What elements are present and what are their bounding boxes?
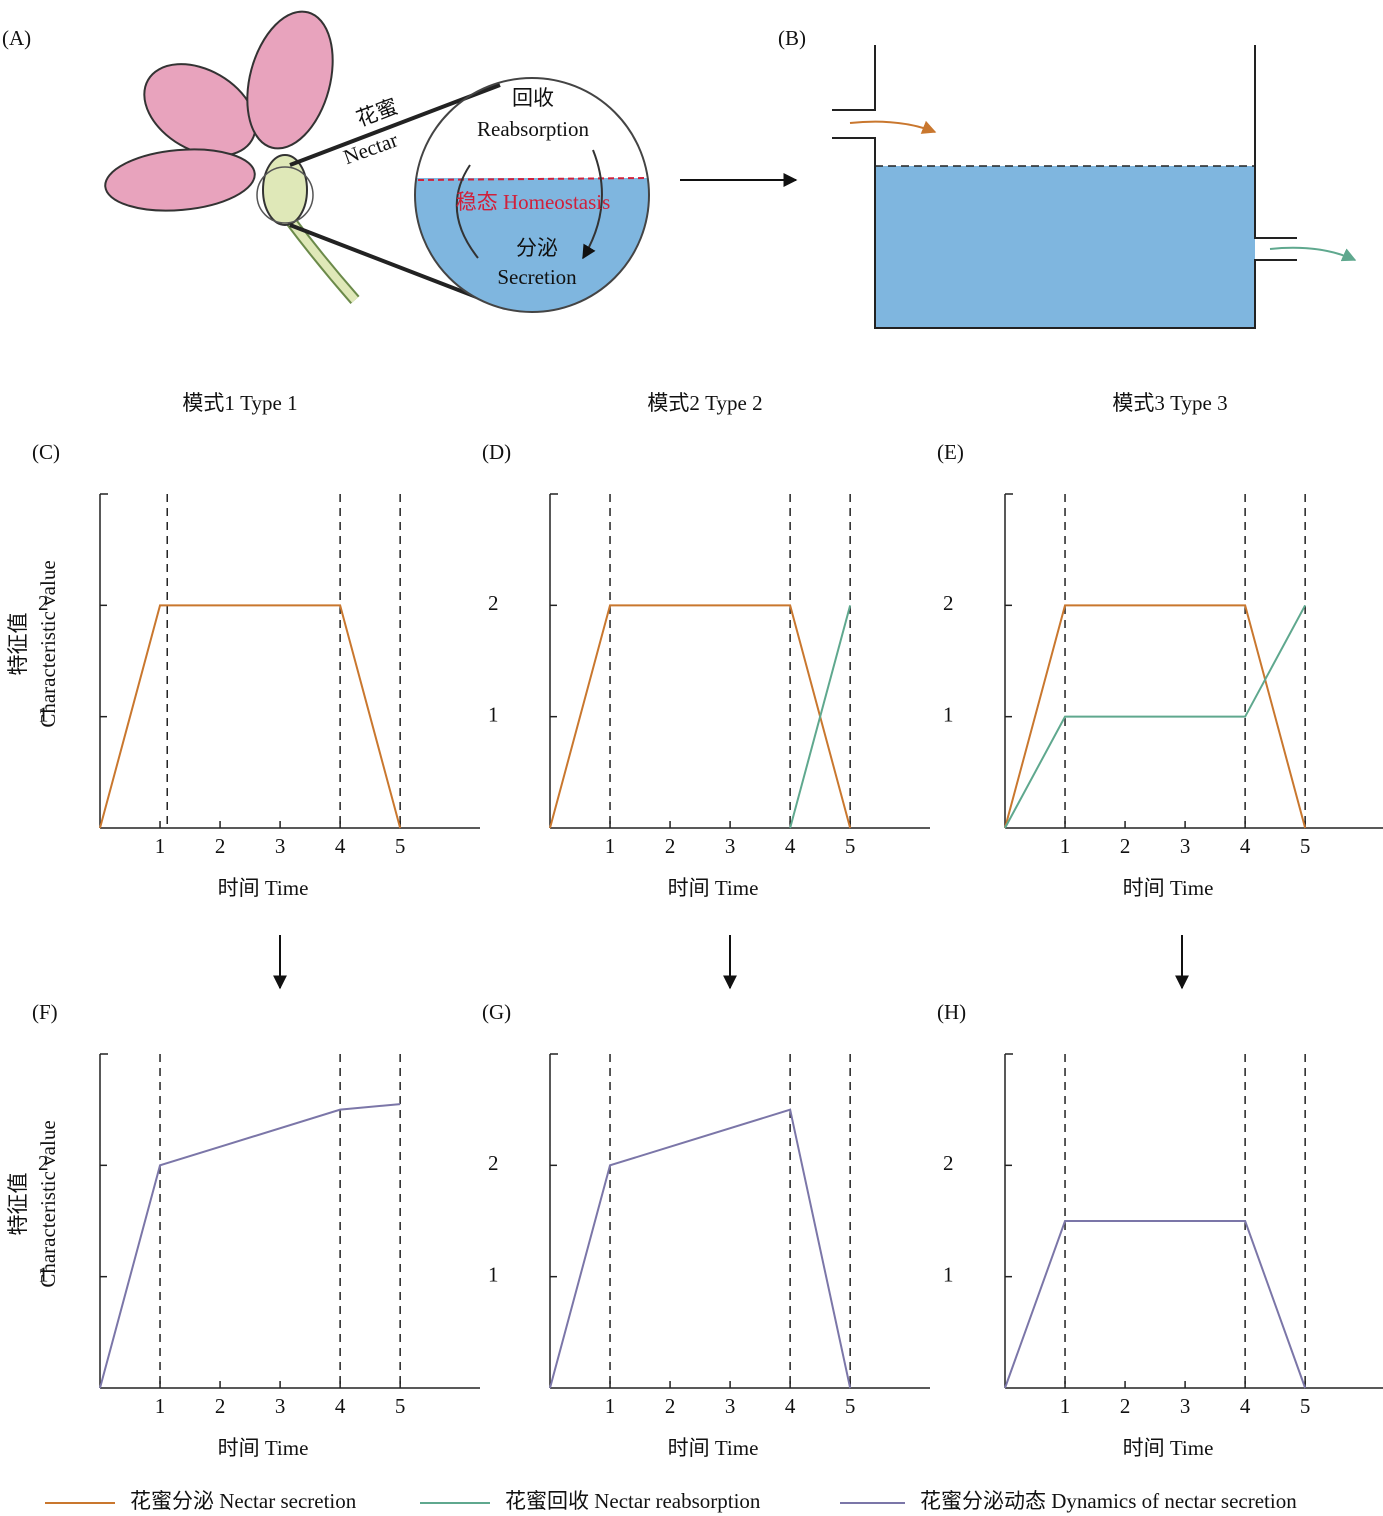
x-tick-label: 4 <box>785 1394 796 1418</box>
x-tick-label: 1 <box>605 1394 616 1418</box>
y-tick-label: 2 <box>38 1151 49 1175</box>
x-tick-label: 4 <box>1240 834 1251 858</box>
x-tick-label: 5 <box>395 834 406 858</box>
x-axis-label: 时间 Time <box>1123 1436 1214 1460</box>
type-label: 模式3 Type 3 <box>1112 391 1227 415</box>
series-line <box>1004 604 1307 829</box>
legend-label: 花蜜分泌动态 Dynamics of nectar secretion <box>920 1489 1297 1513</box>
inflow <box>849 120 937 134</box>
y-tick-label: 2 <box>943 1151 954 1175</box>
x-tick-label: 3 <box>1180 834 1191 858</box>
series-line <box>1004 1220 1307 1389</box>
x-tick-label: 5 <box>395 1394 406 1418</box>
y-axis-label: Characteristic value <box>36 1120 60 1287</box>
x-tick-label: 2 <box>1120 1394 1131 1418</box>
x-tick-label: 3 <box>275 1394 286 1418</box>
diagram-a: (A) 花蜜 Nectar 回收 Reabsorption 稳态 Homeost… <box>2 10 798 313</box>
y-tick-label: 2 <box>943 591 954 615</box>
cycle-arrow <box>582 149 603 260</box>
x-tick-label: 1 <box>155 1394 166 1418</box>
x-tick-label: 1 <box>605 834 616 858</box>
y-axis-label: 特征值 <box>6 613 30 676</box>
legend-label: 花蜜回收 Nectar reabsorption <box>505 1489 761 1513</box>
diagram-b: (B) <box>778 26 1357 329</box>
homeostasis-line <box>417 177 647 181</box>
petal <box>104 148 256 212</box>
x-tick-label: 3 <box>725 1394 736 1418</box>
x-tick-label: 2 <box>1120 834 1131 858</box>
series-line <box>549 604 852 829</box>
x-tick-label: 2 <box>665 834 676 858</box>
x-tick-label: 5 <box>845 834 856 858</box>
y-axis-label: Characteristic value <box>36 560 60 727</box>
x-axis-label: 时间 Time <box>668 876 759 900</box>
homeostasis: 稳态 Homeostasis <box>456 190 611 214</box>
x-tick-label: 3 <box>275 834 286 858</box>
outflow <box>1269 246 1357 262</box>
y-tick-label: 2 <box>488 591 499 615</box>
x-tick-label: 1 <box>1060 834 1071 858</box>
x-tick-label: 2 <box>215 1394 226 1418</box>
series-line <box>99 604 402 829</box>
petal <box>143 63 257 157</box>
zoom-circle <box>256 166 314 224</box>
panel-label: (F) <box>32 1000 58 1024</box>
x-tick-label: 4 <box>1240 1394 1251 1418</box>
y-tick-label: 1 <box>38 1262 49 1286</box>
y-tick-label: 1 <box>943 702 954 726</box>
type-label: 模式2 Type 2 <box>647 391 762 415</box>
x-tick-label: 5 <box>1300 1394 1311 1418</box>
y-tick-label: 2 <box>488 1151 499 1175</box>
x-tick-label: 4 <box>335 1394 346 1418</box>
x-tick-label: 1 <box>1060 1394 1071 1418</box>
zoom-outline <box>414 77 650 313</box>
series-line <box>99 1103 401 1389</box>
y-tick-label: 1 <box>943 1262 954 1286</box>
cycle-arrow <box>455 164 479 259</box>
x-tick-label: 2 <box>665 1394 676 1418</box>
type-label: 模式1 Type 1 <box>182 391 297 415</box>
y-tick-label: 1 <box>38 702 49 726</box>
panel-label: (B) <box>778 26 806 50</box>
x-tick-label: 5 <box>1300 834 1311 858</box>
tank <box>832 45 1297 329</box>
panel-label: (H) <box>937 1000 966 1024</box>
x-tick-label: 1 <box>155 834 166 858</box>
y-tick-label: 2 <box>38 591 49 615</box>
secretion-cn: 分泌 <box>516 236 558 260</box>
panel-label: (D) <box>482 440 511 464</box>
panel-label: (E) <box>937 440 964 464</box>
panel-label: (C) <box>32 440 60 464</box>
reabsorption-cn: 回收 <box>512 86 554 110</box>
x-axis-label: 时间 Time <box>218 1436 309 1460</box>
petal <box>246 10 334 150</box>
panel-label: (A) <box>2 26 31 50</box>
receptacle <box>262 154 308 226</box>
x-axis-label: 时间 Time <box>668 1436 759 1460</box>
x-tick-label: 4 <box>335 834 346 858</box>
x-axis-label: 时间 Time <box>1123 876 1214 900</box>
secretion-en: Secretion <box>497 265 577 289</box>
legend-label: 花蜜分泌 Nectar secretion <box>130 1489 357 1513</box>
x-tick-label: 4 <box>785 834 796 858</box>
x-tick-label: 2 <box>215 834 226 858</box>
x-axis-label: 时间 Time <box>218 876 309 900</box>
panel-label: (G) <box>482 1000 511 1024</box>
x-tick-label: 3 <box>1180 1394 1191 1418</box>
y-tick-label: 1 <box>488 1262 499 1286</box>
x-tick-label: 3 <box>725 834 736 858</box>
series-line <box>1004 604 1307 829</box>
x-tick-label: 5 <box>845 1394 856 1418</box>
y-axis-label: 特征值 <box>6 1173 30 1236</box>
stem <box>286 217 359 303</box>
y-tick-label: 1 <box>488 702 499 726</box>
water <box>875 166 1255 328</box>
series-line <box>789 605 852 829</box>
series-line <box>549 1108 852 1389</box>
reabsorption-en: Reabsorption <box>477 117 589 141</box>
